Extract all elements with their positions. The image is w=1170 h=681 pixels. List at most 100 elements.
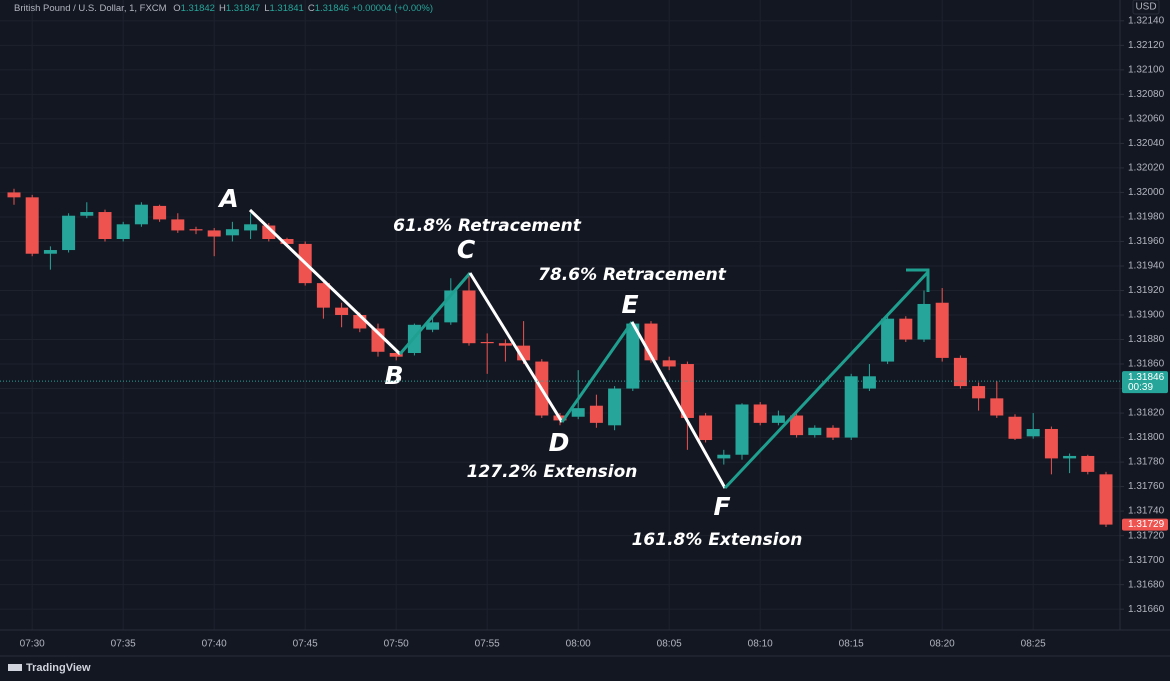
y-tick-label: 1.31940	[1128, 261, 1165, 272]
candle-body	[98, 212, 112, 240]
x-tick-label: 07:50	[384, 639, 409, 650]
candle-body	[80, 212, 94, 216]
candle-body	[753, 404, 767, 423]
ohlc-value: 1.31841	[269, 3, 303, 14]
candle-body	[426, 322, 440, 330]
change: +0.00004 (+0.00%)	[352, 3, 433, 14]
symbol: British Pound / U.S. Dollar, 1, FXCM	[14, 3, 167, 14]
candle-body	[171, 219, 185, 231]
y-tick-label: 1.31860	[1128, 359, 1165, 370]
candle-body	[1008, 416, 1022, 439]
point-label: C	[457, 235, 476, 264]
candle-body	[626, 323, 640, 389]
candle-body	[189, 229, 203, 231]
candle-body	[43, 250, 57, 254]
y-tick-label: 1.31960	[1128, 236, 1165, 247]
candle-body	[1099, 474, 1113, 525]
annotation: 127.2% Extension	[467, 462, 638, 482]
candle-body	[972, 386, 986, 399]
y-tick-label: 1.31780	[1128, 457, 1165, 468]
point-label: B	[384, 361, 403, 390]
candle-body	[935, 302, 949, 358]
point-label: A	[217, 184, 238, 213]
ohlc-value: 1.31846	[315, 3, 349, 14]
x-tick-label: 08:10	[748, 639, 773, 650]
y-tick-label: 1.31660	[1128, 604, 1165, 615]
candle-body	[1063, 455, 1077, 459]
candle-body	[717, 454, 731, 459]
current-price-tag	[1122, 371, 1168, 394]
candle-body	[771, 415, 785, 423]
y-tick-label: 1.31720	[1128, 530, 1165, 541]
candle-body	[1026, 428, 1040, 437]
y-tick-label: 1.32100	[1128, 65, 1165, 76]
candle-body	[844, 376, 858, 438]
brand-logo	[8, 664, 22, 671]
arrow-head	[906, 268, 930, 292]
leg-cd	[468, 272, 564, 423]
candle-body	[316, 283, 330, 308]
y-tick-label: 1.31700	[1128, 555, 1165, 566]
y-tick-label: 1.32060	[1128, 114, 1165, 125]
x-tick-label: 08:25	[1021, 639, 1046, 650]
x-tick-label: 07:40	[202, 639, 227, 650]
point-label: F	[713, 492, 730, 521]
brand: TradingView	[26, 662, 91, 674]
candle-body	[662, 360, 676, 367]
candle-body	[608, 388, 622, 426]
leg-de	[560, 321, 634, 423]
candle-body	[207, 230, 221, 237]
candle-body	[881, 318, 895, 362]
candle-body	[116, 224, 130, 240]
candle-body	[571, 408, 585, 417]
last-close-label: 1.31729	[1128, 519, 1165, 530]
legend: British Pound / U.S. Dollar, 1, FXCM O1.…	[14, 3, 433, 14]
current-price: 1.31846	[1128, 372, 1165, 383]
y-tick-label: 1.32000	[1128, 187, 1165, 198]
candle-body	[808, 427, 822, 436]
candle-body	[153, 205, 167, 220]
y-tick-label: 1.32080	[1128, 89, 1165, 100]
point-label: D	[549, 428, 570, 457]
y-tick-label: 1.31740	[1128, 506, 1165, 517]
ohlc-value: 1.31847	[226, 3, 260, 14]
ohlc-label: O	[173, 3, 180, 14]
y-tick-label: 1.31760	[1128, 481, 1165, 492]
candle-body	[62, 215, 76, 251]
y-tick-label: 1.32140	[1128, 15, 1165, 26]
y-tick-label: 1.31980	[1128, 212, 1165, 223]
y-tick-label: 1.31920	[1128, 285, 1165, 296]
x-tick-label: 08:15	[839, 639, 864, 650]
candle-body	[990, 398, 1004, 416]
ohlc-label: H	[219, 3, 226, 14]
annotation: 161.8% Extension	[632, 530, 803, 550]
y-tick-label: 1.31800	[1128, 432, 1165, 443]
candle-body	[680, 364, 694, 418]
pattern-drawing	[248, 208, 930, 490]
ohlc: O1.31842 H1.31847 L1.31841 C1.31846	[173, 3, 349, 14]
x-tick-label: 07:30	[20, 639, 45, 650]
candle-body	[899, 318, 913, 340]
y-tick-label: 1.32020	[1128, 163, 1165, 174]
candle-body	[735, 404, 749, 455]
x-tick-label: 07:45	[293, 639, 318, 650]
x-tick-label: 08:00	[566, 639, 591, 650]
candle-body	[262, 225, 276, 240]
candle-body	[1081, 455, 1095, 472]
point-label: E	[621, 290, 638, 319]
candle-body	[462, 290, 476, 344]
candle-body	[134, 204, 148, 225]
leg-ab	[248, 208, 402, 356]
leg-bc	[398, 272, 472, 355]
leg-ef	[630, 321, 727, 489]
y-tick-label: 1.31680	[1128, 579, 1165, 590]
candle-body	[790, 415, 804, 436]
candle-body	[280, 239, 294, 244]
candle-body	[25, 197, 39, 254]
candle-body	[953, 357, 967, 387]
x-tick-label: 07:55	[475, 639, 500, 650]
y-tick-label: 1.31820	[1128, 408, 1165, 419]
candle-body	[335, 307, 349, 315]
